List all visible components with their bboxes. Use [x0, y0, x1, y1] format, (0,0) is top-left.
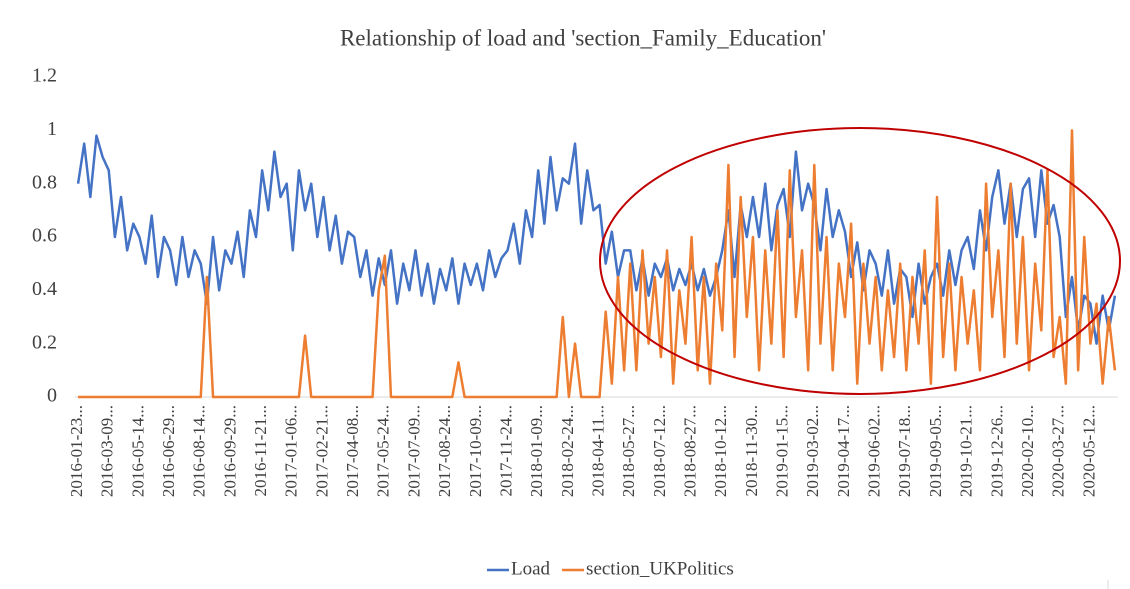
x-tick-label: 2020-05-12...: [1079, 405, 1098, 497]
x-tick-label: 2020-02-10...: [1018, 405, 1037, 497]
y-tick-label: 0.2: [32, 331, 57, 353]
series-line: [78, 129, 1117, 399]
y-tick-label: 0.4: [32, 278, 57, 300]
x-tick-label: 2018-10-12...: [711, 405, 730, 497]
x-tick-label: 2017-11-24...: [496, 405, 515, 496]
highlight-ellipse: [599, 127, 1121, 395]
series-line: [76, 134, 1117, 345]
x-tick-label: 2017-01-06...: [282, 405, 301, 497]
x-tick-label: 2019-06-02...: [865, 405, 884, 497]
x-tick-label: 2017-05-24...: [374, 405, 393, 497]
x-tick-label: 2018-05-27...: [619, 405, 638, 497]
x-tick-label: 2017-08-24...: [435, 405, 454, 497]
legend-label: section_UKPolitics: [586, 558, 734, 579]
x-tick-label: 2018-01-09...: [527, 405, 546, 497]
x-tick-label: 2017-07-09...: [404, 405, 423, 497]
chart-title: Relationship of load and 'section_Family…: [340, 25, 826, 50]
x-tick-label: 2016-09-29...: [220, 405, 239, 497]
x-tick-label: 2019-01-15...: [773, 405, 792, 497]
y-tick-label: 0.8: [32, 171, 57, 193]
x-tick-label: 2017-10-09...: [466, 405, 485, 497]
y-tick-label: 0.6: [32, 225, 57, 247]
x-tick-label: 2016-08-14...: [190, 405, 209, 497]
x-tick-label: 2020-03-27...: [1049, 405, 1068, 497]
x-tick-label: 2018-07-12...: [650, 405, 669, 497]
x-tick-label: 2016-01-23...: [67, 405, 86, 497]
x-tick-label: 2019-07-18...: [895, 405, 914, 497]
x-tick-label: 2018-02-24...: [558, 405, 577, 497]
y-tick-label: 0: [47, 385, 57, 407]
x-tick-label: 2018-11-30...: [742, 405, 761, 496]
y-tick-label: 1.2: [32, 65, 57, 87]
x-tick-label: 2018-04-11...: [588, 405, 607, 496]
x-tick-label: 2019-10-21...: [957, 405, 976, 497]
x-tick-label: 2018-08-27...: [681, 405, 700, 497]
y-tick-label: 1: [47, 118, 57, 140]
x-tick-label: 2017-04-08...: [343, 405, 362, 497]
x-tick-label: 2016-03-09...: [98, 405, 117, 497]
x-tick-label: 2016-05-14...: [128, 405, 147, 497]
x-tick-label: 2016-11-21...: [251, 405, 270, 496]
x-tick-label: 2019-03-02...: [803, 405, 822, 497]
x-tick-label: 2017-02-21...: [312, 405, 331, 497]
x-tick-label: 2019-09-05...: [926, 405, 945, 497]
legend-label: Load: [511, 558, 551, 579]
x-tick-label: 2019-12-26...: [987, 405, 1006, 497]
x-tick-label: 2016-06-29...: [159, 405, 178, 497]
x-tick-label: 2019-04-17...: [834, 405, 853, 497]
